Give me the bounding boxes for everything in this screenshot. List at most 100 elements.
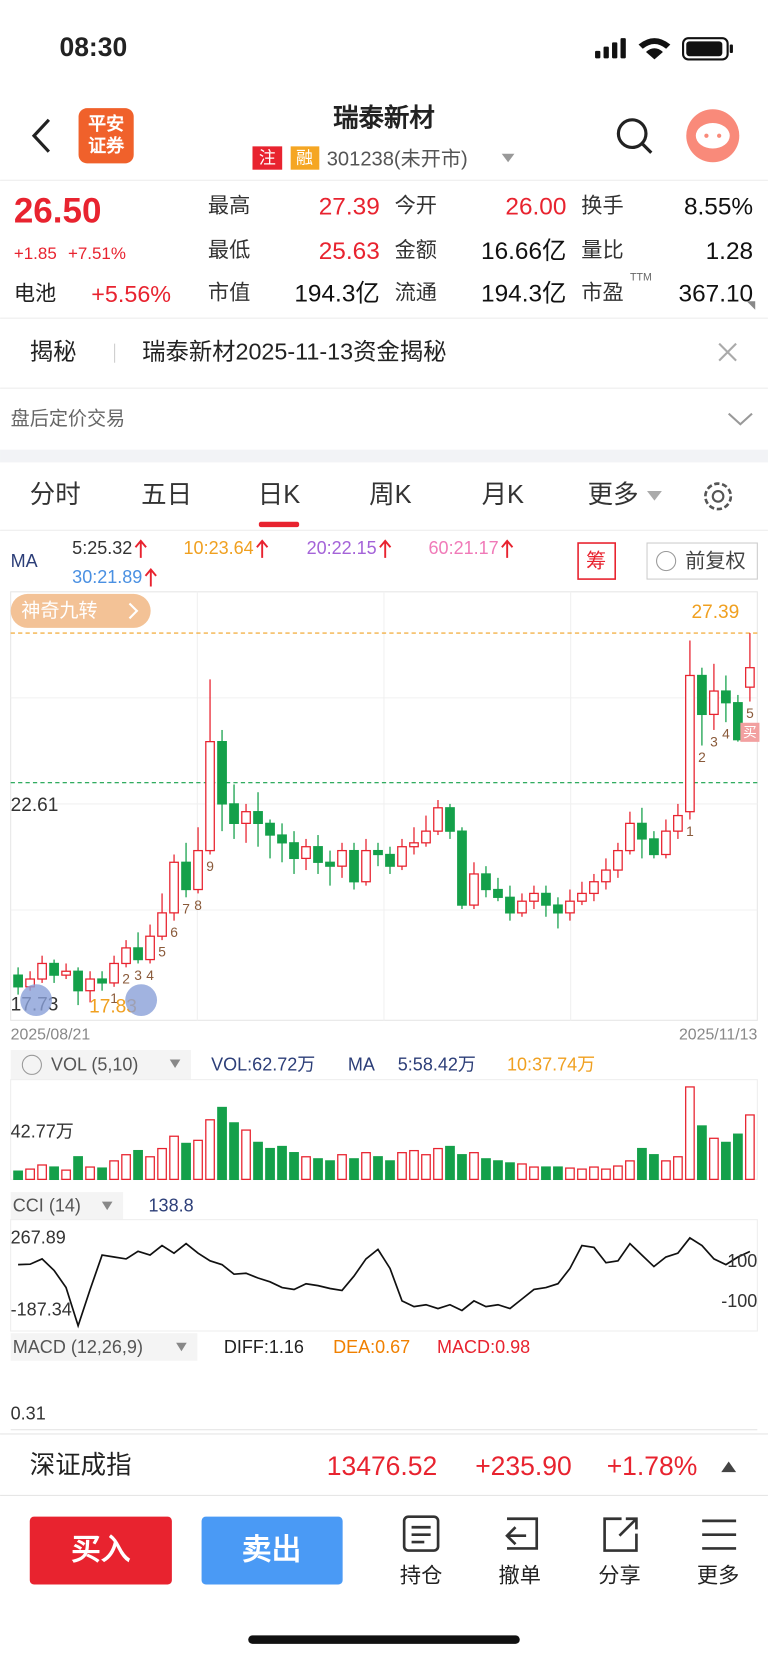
candle-body xyxy=(505,896,515,914)
action[interactable]: 持仓 xyxy=(400,1564,442,1588)
field-value: 8.55% xyxy=(684,193,753,220)
buy-button[interactable] xyxy=(29,1516,172,1585)
ma-item: 30:21.89 xyxy=(72,567,142,587)
sell-button[interactable] xyxy=(201,1516,343,1585)
field-value: 16.66亿 xyxy=(481,238,566,265)
field-value: 25.63 xyxy=(319,238,380,265)
scroll-button[interactable] xyxy=(20,984,53,1017)
tab[interactable]: 五日 xyxy=(141,481,192,509)
macd-selector[interactable] xyxy=(10,1333,198,1361)
tag xyxy=(252,146,283,170)
vol-bar xyxy=(181,1142,191,1181)
vol-bar xyxy=(121,1154,131,1181)
vol-bar xyxy=(253,1141,263,1181)
field-label: 市值 xyxy=(208,280,250,304)
nine-turn-count: 5 xyxy=(158,944,166,959)
candle-body xyxy=(73,970,83,992)
index-change: +235.90 xyxy=(475,1451,572,1481)
dropdown xyxy=(101,1201,113,1211)
candle-body xyxy=(517,900,527,914)
nine-turn-pill[interactable] xyxy=(10,593,151,628)
nine-turn-count: 4 xyxy=(722,727,730,742)
chip-button[interactable] xyxy=(577,542,617,580)
assistant-avatar[interactable] xyxy=(686,109,740,163)
tab[interactable]: 分时 xyxy=(30,481,81,509)
candle-body xyxy=(673,814,683,832)
vol-bar xyxy=(169,1135,179,1181)
vol-bar xyxy=(505,1162,515,1181)
logo-text: 证券 xyxy=(88,135,125,156)
vol-selector[interactable] xyxy=(10,1049,191,1080)
notice-text[interactable]: 瑞泰新材2025-11-13资金揭秘 xyxy=(142,338,446,364)
vol-bar xyxy=(109,1160,119,1181)
vol-bar xyxy=(133,1149,143,1181)
dropdown xyxy=(647,491,662,501)
close-button[interactable] xyxy=(718,342,737,362)
candle-body xyxy=(697,674,707,716)
cci-chart xyxy=(10,1219,758,1332)
vol-label: VOL (5,10) xyxy=(51,1055,138,1075)
after-hours[interactable]: 盘后定价交易 xyxy=(11,408,125,430)
action[interactable]: 分享 xyxy=(598,1564,640,1588)
dropdown xyxy=(501,153,515,163)
vol-bar xyxy=(697,1125,707,1181)
vol-bar xyxy=(637,1147,647,1181)
tab[interactable]: 日K xyxy=(258,481,300,509)
vol-bar xyxy=(613,1165,623,1181)
start-date: 2025/08/21 xyxy=(11,1026,91,1043)
tab[interactable]: 周K xyxy=(369,481,411,509)
candle-body xyxy=(337,849,347,867)
expand[interactable] xyxy=(727,412,753,426)
vol-ma: MA xyxy=(348,1055,375,1075)
field-value: 194.3亿 xyxy=(294,280,379,307)
vol-value: VOL:62.72万 xyxy=(211,1055,315,1075)
macd-dea: DEA:0.67 xyxy=(333,1337,410,1357)
candle-body xyxy=(229,803,239,825)
field-value: 1.28 xyxy=(706,238,753,265)
adjust-button[interactable] xyxy=(646,542,758,580)
tab[interactable]: 更多 xyxy=(588,481,639,509)
candle-body xyxy=(193,849,203,891)
stock-name: 瑞泰新材 xyxy=(333,104,435,133)
vol-ma10: 10:37.74万 xyxy=(507,1055,595,1075)
status-icons xyxy=(595,37,733,61)
vol-bar xyxy=(733,1133,743,1181)
change-pct: +7.51% xyxy=(68,244,126,263)
sell-text: 卖出 xyxy=(242,1533,301,1566)
nine-button[interactable] xyxy=(125,984,158,1017)
candle-body xyxy=(721,690,731,704)
candle-body xyxy=(133,947,143,961)
candle-body xyxy=(613,849,623,871)
candle-body xyxy=(469,873,479,906)
candle-body xyxy=(541,892,551,906)
tab[interactable]: 月K xyxy=(482,481,524,509)
field-label: 最高 xyxy=(208,193,250,217)
back-button[interactable] xyxy=(31,118,51,153)
candle-body xyxy=(181,861,191,891)
clock: 08:30 xyxy=(59,32,127,62)
adjust-text: 前复权 xyxy=(685,549,745,572)
vol-bar xyxy=(313,1158,323,1181)
expand[interactable] xyxy=(721,1461,737,1473)
search-button[interactable] xyxy=(616,118,653,154)
candle-body xyxy=(241,811,251,825)
vol-ma5: 5:58.42万 xyxy=(398,1055,476,1075)
action[interactable]: 撤单 xyxy=(499,1564,541,1588)
action[interactable]: 更多 xyxy=(697,1564,739,1588)
settings-button[interactable] xyxy=(704,482,733,511)
vol-bar xyxy=(373,1156,383,1181)
vol-bar xyxy=(193,1139,203,1181)
candle-body xyxy=(361,849,371,883)
candle-body xyxy=(625,822,635,852)
vol-bar xyxy=(457,1154,467,1181)
candle-body xyxy=(445,807,455,832)
info-icon xyxy=(21,1054,42,1075)
cci-value: 138.8 xyxy=(149,1196,194,1216)
cci-selector[interactable] xyxy=(10,1192,124,1220)
index-bar[interactable] xyxy=(0,1433,768,1496)
index-pct: +1.78% xyxy=(607,1451,698,1481)
vol-bar xyxy=(625,1160,635,1181)
up-arrow xyxy=(134,539,147,558)
vol-bar xyxy=(433,1147,443,1181)
vol-bar xyxy=(301,1156,311,1181)
